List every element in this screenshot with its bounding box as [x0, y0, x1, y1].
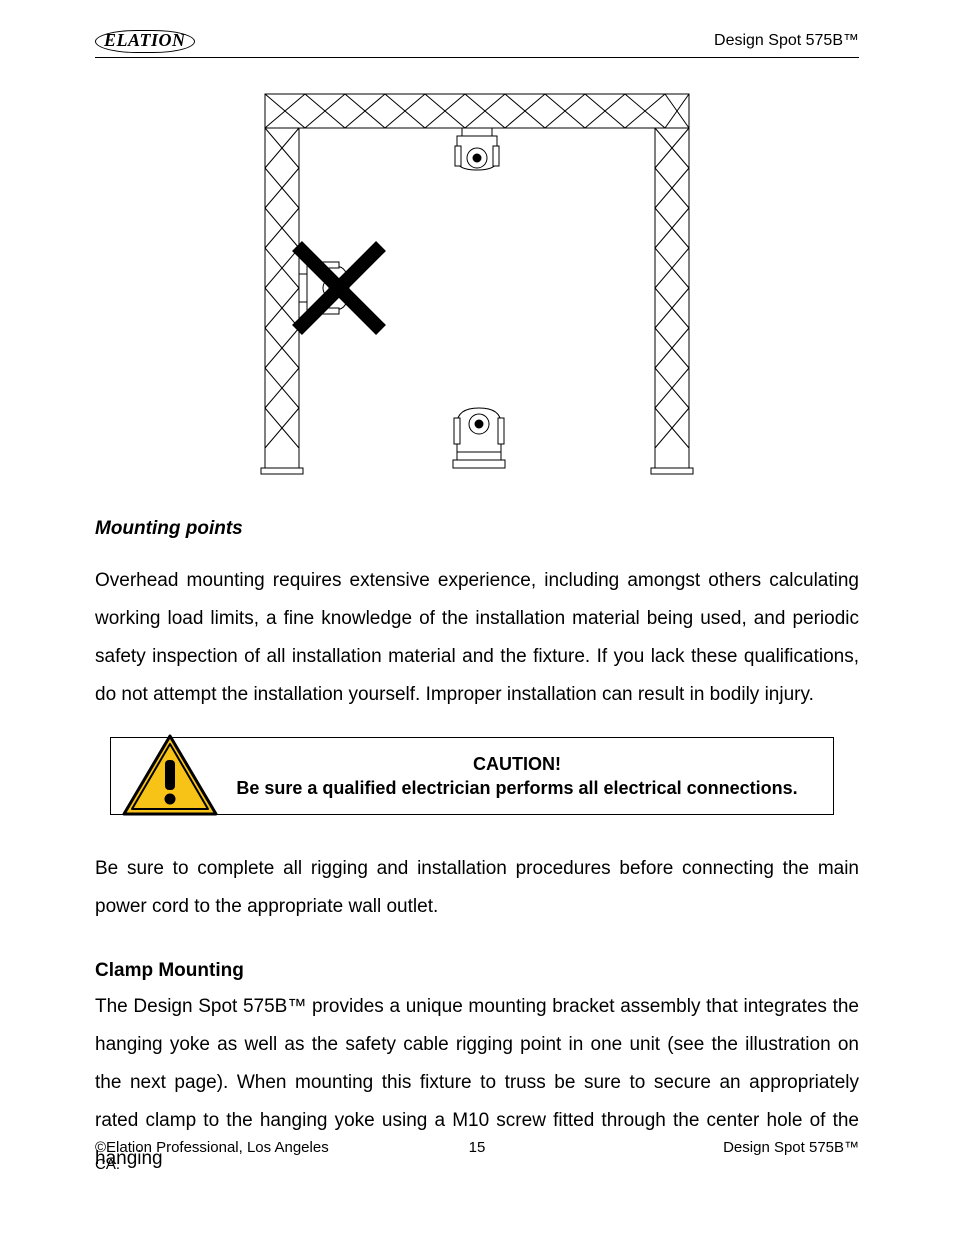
caution-box: CAUTION! Be sure a qualified electrician…	[120, 732, 834, 820]
footer-copyright: ©Elation Professional, Los Angeles CA.	[95, 1139, 350, 1173]
clamp-mounting-heading: Clamp Mounting	[95, 960, 859, 982]
truss-mounting-diagram	[257, 88, 697, 478]
top-center-fixture	[455, 128, 499, 170]
page: ELATION Design Spot 575B™	[0, 0, 954, 1235]
page-footer: ©Elation Professional, Los Angeles CA. 1…	[95, 1139, 859, 1173]
caution-body: Be sure a qualified electrician performs…	[221, 776, 813, 800]
header-product-name: Design Spot 575B™	[714, 32, 859, 50]
bottom-center-fixture	[453, 408, 505, 468]
caution-title: CAUTION!	[221, 752, 813, 776]
mounting-points-heading: Mounting points	[95, 518, 859, 540]
brand-logo: ELATION	[95, 30, 195, 53]
warning-triangle-icon	[120, 732, 220, 820]
footer-page-number: 15	[350, 1139, 605, 1173]
footer-product: Design Spot 575B™	[604, 1139, 859, 1173]
page-header: ELATION Design Spot 575B™	[95, 30, 859, 58]
post-caution-body: Be sure to complete all rigging and inst…	[95, 850, 859, 926]
mounting-points-body: Overhead mounting requires extensive exp…	[95, 562, 859, 714]
